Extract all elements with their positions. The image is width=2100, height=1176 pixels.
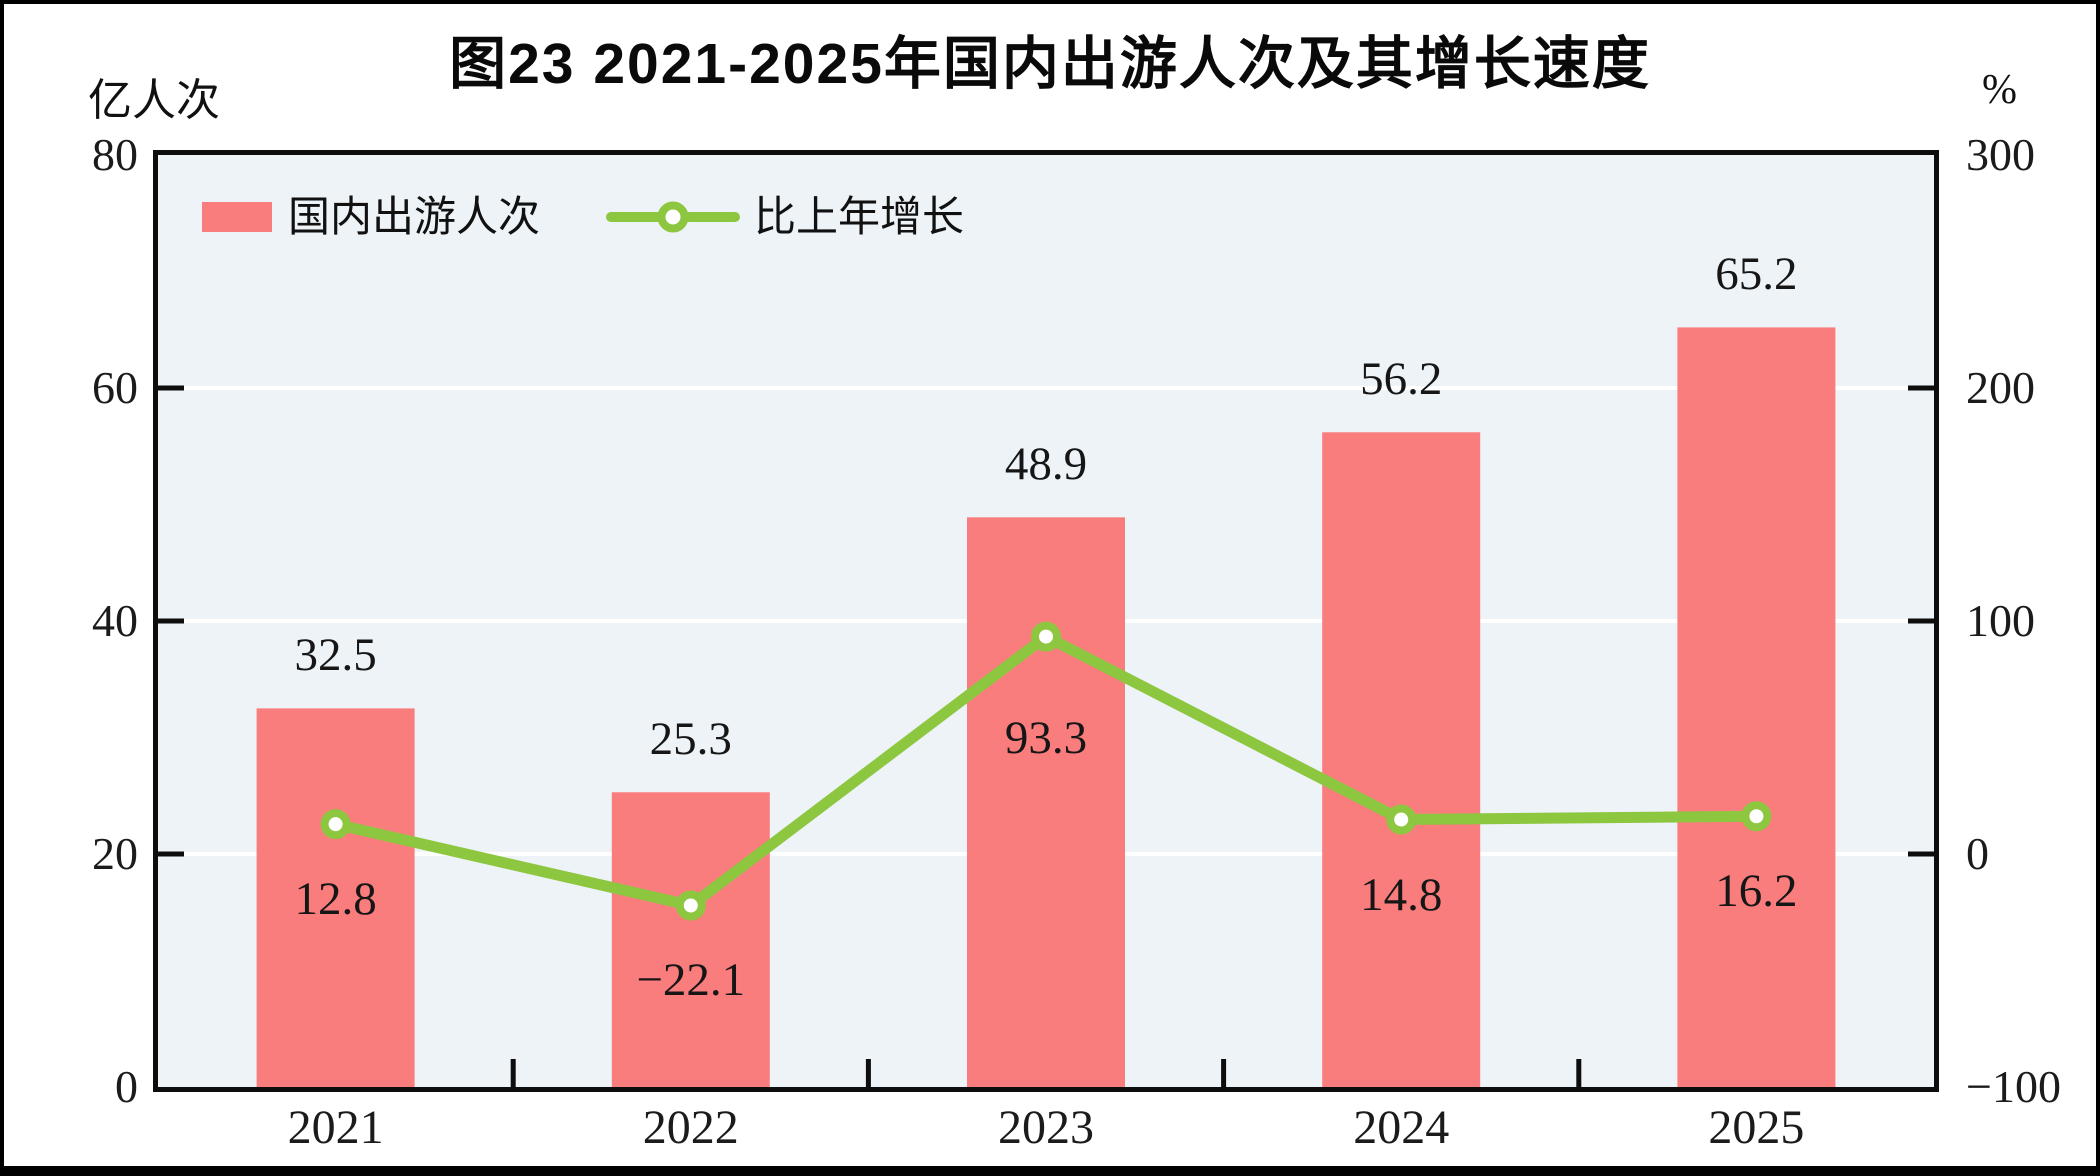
growth-value-label-2023: 93.3 — [1004, 711, 1088, 764]
bar-value-label-2024: 56.2 — [1360, 353, 1443, 406]
legend: 国内出游人次 比上年增长 — [202, 195, 964, 239]
right-axis-tick-200: 200 — [1966, 362, 2035, 413]
legend-line-swatch — [606, 201, 741, 233]
x-axis-label-2022: 2022 — [642, 1101, 739, 1154]
line-marker-2025 — [1741, 801, 1772, 832]
x-axis-label-2023: 2023 — [998, 1101, 1094, 1154]
bar-value-label-2025: 65.2 — [1715, 248, 1798, 301]
line-marker-2021 — [320, 809, 351, 840]
bar-value-label-2023: 48.9 — [1004, 438, 1088, 491]
right-axis-tick-−100: −100 — [1966, 1061, 2061, 1112]
chart-title: 图23 2021-2025年国内出游人次及其增长速度 — [449, 32, 1651, 96]
x-axis-label-2025: 2025 — [1708, 1101, 1805, 1154]
legend-line-marker-icon — [657, 201, 689, 233]
chart-canvas — [158, 327, 1934, 1087]
left-axis-tick-80: 80 — [92, 129, 138, 180]
legend-bar-label: 国内出游人次 — [288, 193, 541, 240]
x-axis-label-2021: 2021 — [287, 1101, 384, 1154]
bar-2021 — [256, 708, 415, 1087]
right-axis-tick-300: 300 — [1966, 129, 2035, 180]
left-axis-tick-20: 20 — [92, 828, 138, 879]
plot-area: 国内出游人次 比上年增长 — [153, 150, 1939, 1092]
right-axis-tick-100: 100 — [1966, 595, 2035, 646]
line-marker-2024 — [1386, 804, 1417, 835]
growth-value-label-2024: 14.8 — [1360, 868, 1443, 921]
right-axis-unit-label: % — [1982, 67, 2017, 113]
bar-value-label-2022: 25.3 — [649, 713, 732, 766]
bar-value-label-2021: 32.5 — [294, 629, 377, 682]
bar-2024 — [1322, 432, 1481, 1087]
left-axis-tick-60: 60 — [92, 362, 138, 413]
bar-2022 — [611, 792, 770, 1087]
bar-2025 — [1677, 327, 1836, 1087]
line-marker-2022 — [675, 890, 706, 921]
growth-value-label-2025: 16.2 — [1715, 865, 1798, 918]
x-axis-label-2024: 2024 — [1353, 1101, 1450, 1154]
growth-value-label-2021: 12.8 — [294, 873, 377, 926]
growth-value-label-2022: −22.1 — [636, 954, 746, 1007]
legend-line-label: 比上年增长 — [754, 193, 965, 240]
left-axis-tick-0: 0 — [115, 1061, 138, 1112]
left-axis-tick-40: 40 — [92, 595, 138, 646]
right-axis-tick-0: 0 — [1966, 828, 1989, 879]
legend-bar-swatch — [202, 202, 272, 232]
line-marker-2023 — [1031, 621, 1061, 652]
bar-2023 — [967, 517, 1125, 1087]
left-axis-unit-label: 亿人次 — [88, 76, 220, 125]
